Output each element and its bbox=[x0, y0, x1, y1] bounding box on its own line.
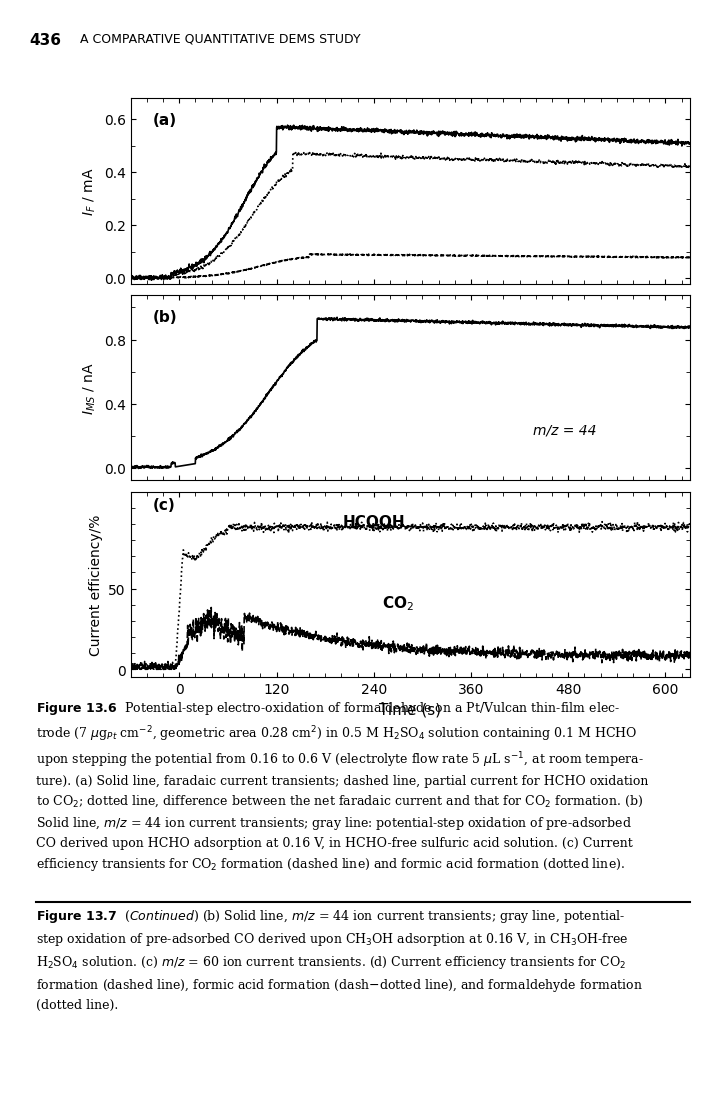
Text: (b): (b) bbox=[153, 310, 178, 325]
Text: (c): (c) bbox=[153, 497, 175, 513]
Text: A COMPARATIVE QUANTITATIVE DEMS STUDY: A COMPARATIVE QUANTITATIVE DEMS STUDY bbox=[80, 33, 360, 46]
Text: (a): (a) bbox=[153, 114, 177, 128]
Text: 436: 436 bbox=[29, 33, 61, 48]
Y-axis label: $I_{MS}$ / nA: $I_{MS}$ / nA bbox=[82, 362, 98, 414]
X-axis label: Time (s): Time (s) bbox=[378, 702, 441, 717]
Text: HCOOH: HCOOH bbox=[343, 515, 405, 529]
Y-axis label: $I_F$ / mA: $I_F$ / mA bbox=[82, 167, 98, 215]
Text: m/z = 44: m/z = 44 bbox=[532, 423, 596, 437]
Y-axis label: Current efficiency/%: Current efficiency/% bbox=[88, 514, 103, 656]
Text: $\bf{Figure\ 13.6}$  Potential-step electro-oxidation of formaldehyde on a Pt/Vu: $\bf{Figure\ 13.6}$ Potential-step elect… bbox=[36, 700, 648, 872]
Text: CO$_2$: CO$_2$ bbox=[381, 595, 414, 613]
Text: $\bf{Figure\ 13.7}$  ($\it{Continued}$) (b) Solid line, $m/z$ = 44 ion current t: $\bf{Figure\ 13.7}$ ($\it{Continued}$) (… bbox=[36, 907, 642, 1011]
